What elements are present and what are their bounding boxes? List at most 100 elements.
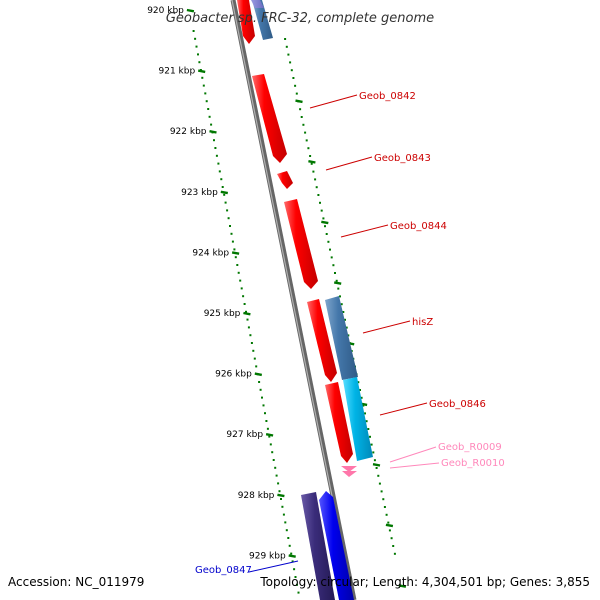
leader-line (389, 446, 437, 463)
tick-dot-left (215, 154, 218, 157)
gene-feature-dark-purple (301, 492, 335, 600)
major-tick-right (385, 523, 394, 528)
tick-dot-right (289, 61, 292, 64)
leader-line (340, 224, 389, 238)
major-tick-left (265, 433, 274, 437)
gene-label[interactable]: Geob_R0010 (441, 458, 505, 469)
tick-dot-left (296, 583, 298, 586)
gene-label[interactable]: Geob_0846 (429, 399, 486, 410)
tick-dot-right (304, 131, 307, 134)
tick-dot-left (218, 170, 221, 173)
tick-dot-right (383, 506, 386, 508)
tick-dot-left (227, 217, 230, 220)
tick-dot-left (284, 521, 287, 524)
major-tick-left (231, 251, 240, 255)
tick-dot-right (347, 334, 350, 337)
gene-label[interactable]: Geob_0843 (374, 153, 431, 164)
tick-dot-left (281, 505, 284, 508)
tick-dot-right (342, 311, 345, 313)
tick-dot-right (334, 272, 336, 274)
tick-dot-left (224, 201, 227, 204)
tick-dot-left (242, 295, 245, 298)
tick-dot-right (329, 248, 331, 251)
tick-dot-right (330, 256, 333, 259)
map-title: Geobacter sp. FRC-32, complete genome (166, 11, 434, 26)
tick-dot-left (204, 92, 207, 95)
tick-dot-right (309, 155, 312, 157)
feature-lanes (203, 0, 403, 600)
tick-dot-right (324, 225, 326, 228)
tick-dot-left (249, 334, 252, 337)
tick-dot-right (295, 92, 298, 95)
gene-label[interactable]: Geob_R0009 (438, 442, 502, 453)
tick-dot-left (272, 459, 275, 461)
tick-dot-right (362, 404, 365, 407)
tick-dot-left (234, 256, 237, 259)
tick-dot-right (369, 435, 371, 438)
tick-dot-left (210, 123, 213, 126)
tick-dot-right (359, 389, 361, 391)
tick-dot-left (223, 193, 226, 196)
tick-dot-right (385, 513, 388, 516)
tick-dot-right (325, 233, 328, 235)
tick-dot-right (290, 69, 293, 72)
kbp-label: 924 kbp (192, 248, 229, 258)
tick-dot-right (305, 139, 308, 142)
leader-line (379, 402, 428, 416)
gene-label[interactable]: Geob_0847 (195, 565, 252, 576)
leader-line (389, 462, 440, 469)
tick-dot-left (285, 529, 288, 532)
tick-dot-right (365, 420, 368, 423)
gene-feature-cyan (343, 377, 373, 461)
gene-label[interactable]: hisZ (412, 317, 433, 328)
tick-dot-right (393, 552, 396, 555)
gene-label[interactable]: Geob_0842 (359, 91, 416, 102)
tick-dot-left (262, 404, 265, 407)
tick-dot-right (310, 162, 313, 165)
kbp-labels: 920 kbp 921 kbp 922 kbp 923 kbp 924 kbp 925 k… (147, 6, 286, 561)
major-tick-left (209, 130, 217, 134)
gene-feature-geob-0844 (284, 199, 318, 289)
tick-dot-left (207, 108, 210, 110)
tick-dot-right (294, 84, 297, 87)
tick-dot-right (312, 170, 315, 173)
tick-dot-left (288, 544, 291, 547)
tick-dot-left (236, 264, 239, 266)
tick-dot-right (322, 217, 325, 220)
tick-dot-left (259, 388, 262, 391)
tick-dot-left (266, 427, 269, 430)
major-tick-right (295, 99, 303, 104)
tick-dot-right (302, 123, 305, 126)
tick-dot-left (192, 30, 195, 32)
tick-dot-left (245, 310, 247, 313)
leader-line (362, 320, 411, 334)
tick-dot-left (275, 474, 278, 477)
tick-dot-right (339, 295, 341, 298)
tick-dot-left (226, 209, 229, 212)
reverse-lane (203, 0, 331, 600)
tick-dot-right (392, 545, 395, 547)
rna-feature-geob-r0010 (342, 471, 357, 477)
tick-dot-left (240, 287, 243, 290)
tick-dot-right (317, 194, 320, 196)
label-leader-lines (248, 94, 440, 573)
tick-dot-right (335, 279, 338, 282)
gene-label[interactable]: Geob_0844 (390, 221, 447, 232)
tick-dot-left (255, 365, 258, 368)
tick-dot-right (372, 451, 375, 454)
tick-dot-right (284, 38, 287, 40)
gene-feature-hisz (325, 296, 358, 380)
gene-feature-geob-0845 (307, 299, 337, 382)
major-tick-right (398, 584, 407, 588)
topology-summary-text: Topology: circular; Length: 4,304,501 bp… (259, 575, 590, 589)
tick-dot-right (388, 529, 391, 532)
tick-dot-left (220, 178, 223, 181)
tick-dot-left (268, 435, 271, 438)
tick-dot-left (252, 349, 255, 352)
tick-dot-left (202, 84, 205, 87)
tick-dot-left (264, 412, 266, 415)
tick-dot-right (382, 498, 385, 501)
kbp-label: 923 kbp (181, 188, 218, 198)
gene-feature-geob-0843 (277, 171, 293, 189)
